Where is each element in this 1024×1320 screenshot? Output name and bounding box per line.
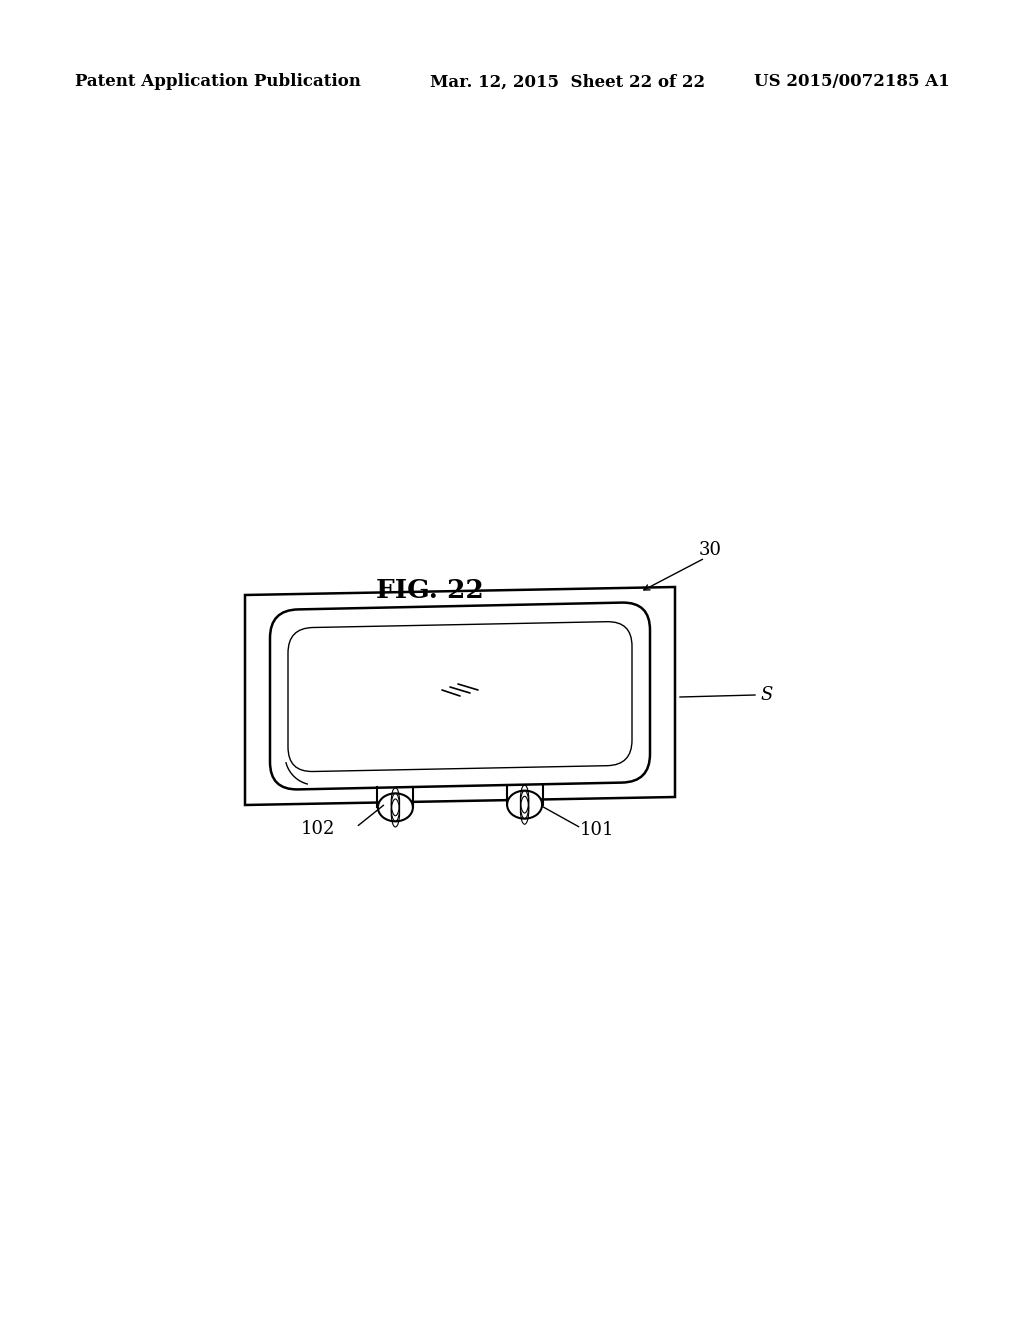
Text: FIG. 22: FIG. 22	[376, 578, 484, 602]
Ellipse shape	[507, 791, 542, 818]
Text: 101: 101	[580, 821, 614, 838]
Text: Patent Application Publication: Patent Application Publication	[75, 74, 360, 91]
Text: 102: 102	[300, 820, 335, 838]
Ellipse shape	[378, 793, 413, 821]
PathPatch shape	[270, 602, 650, 789]
Text: Mar. 12, 2015  Sheet 22 of 22: Mar. 12, 2015 Sheet 22 of 22	[430, 74, 706, 91]
Text: 30: 30	[698, 541, 722, 558]
Text: US 2015/0072185 A1: US 2015/0072185 A1	[755, 74, 950, 91]
Text: S: S	[760, 686, 772, 704]
